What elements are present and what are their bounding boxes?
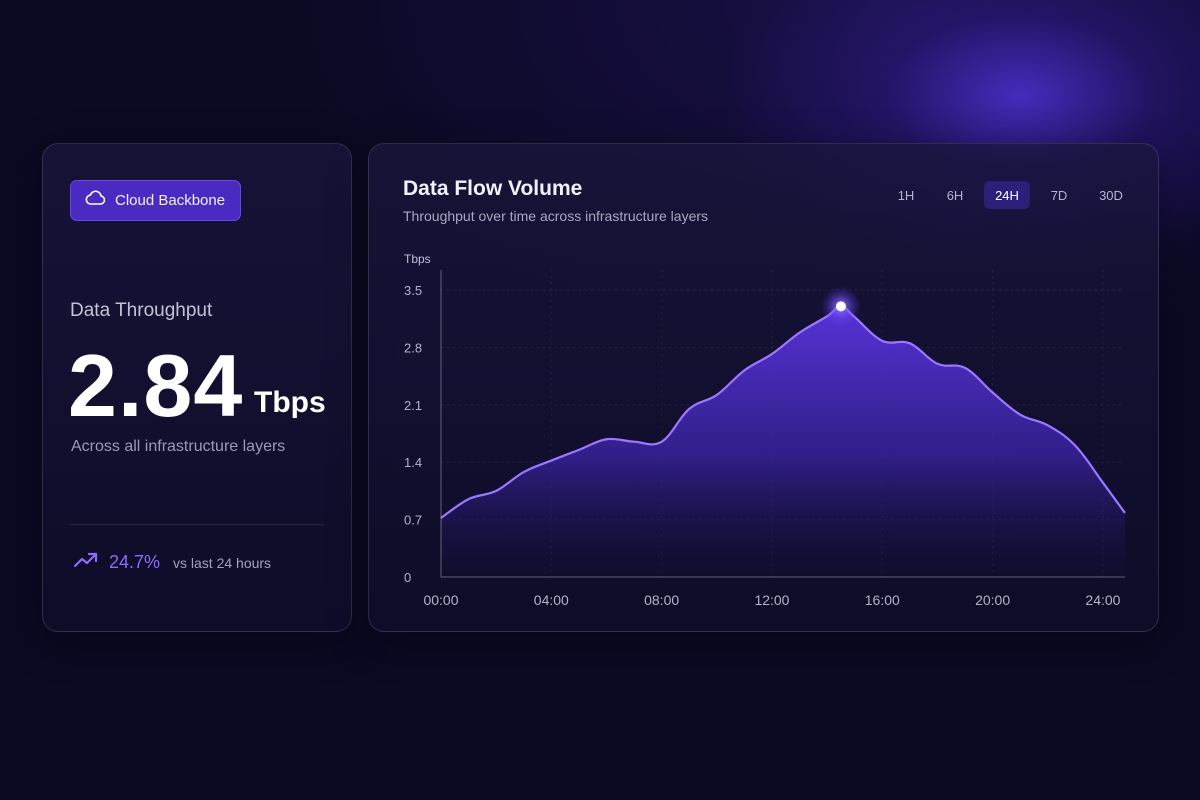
metric-unit: Tbps xyxy=(254,386,326,419)
x-tick-label: 04:00 xyxy=(534,592,569,608)
range-tab-30d[interactable]: 30D xyxy=(1099,187,1123,203)
series-area xyxy=(441,306,1125,577)
y-tick-label: 3.5 xyxy=(404,283,422,298)
metric-title: Data Throughput xyxy=(70,300,213,321)
peak-marker xyxy=(835,301,846,312)
x-tick-label: 08:00 xyxy=(644,592,679,608)
time-range-tabs: 1H 6H 24H 7D 30D xyxy=(886,181,1134,209)
y-tick-label: 2.8 xyxy=(404,340,422,355)
y-tick-label: 2.1 xyxy=(404,398,422,413)
metric-subtitle: Across all infrastructure layers xyxy=(71,438,286,455)
data-flow-chart-card: Data Flow Volume Throughput over time ac… xyxy=(368,143,1159,632)
x-tick-label: 16:00 xyxy=(865,592,900,608)
x-tick-label: 20:00 xyxy=(975,592,1010,608)
chart-subtitle: Throughput over time across infrastructu… xyxy=(403,208,709,224)
trend-value: 24.7% xyxy=(109,552,161,572)
chart-title: Data Flow Volume xyxy=(403,177,583,200)
trend-note: vs last 24 hours xyxy=(173,555,272,571)
y-unit-label: Tbps xyxy=(404,252,431,266)
y-tick-label: 0.7 xyxy=(404,513,422,528)
cloud-backbone-badge[interactable]: Cloud Backbone xyxy=(70,180,241,221)
range-tab-7d[interactable]: 7D xyxy=(1050,187,1068,203)
trending-up-icon xyxy=(73,549,99,571)
divider xyxy=(70,524,324,525)
x-tick-label: 00:00 xyxy=(423,592,458,608)
series-line xyxy=(440,305,1126,519)
x-tick-label: 12:00 xyxy=(754,592,789,608)
range-tab-24h[interactable]: 24H xyxy=(984,181,1030,209)
cloud-icon xyxy=(83,186,107,215)
x-tick-label: 24:00 xyxy=(1085,592,1120,608)
badge-label: Cloud Backbone xyxy=(115,192,226,209)
throughput-area-chart: 0 0.7 1.4 2.1 2.8 3.5 00:00 04:00 08:00 12:00 16:0… xyxy=(404,252,1126,608)
metric-value: 2.84 xyxy=(68,336,244,435)
range-tab-1h[interactable]: 1H xyxy=(897,187,915,203)
range-tab-6h[interactable]: 6H xyxy=(946,187,964,203)
y-tick-label: 1.4 xyxy=(404,455,422,470)
throughput-summary-card: Cloud Backbone Data Throughput 2.84 Tbps… xyxy=(42,143,352,632)
y-tick-label: 0 xyxy=(404,570,411,585)
